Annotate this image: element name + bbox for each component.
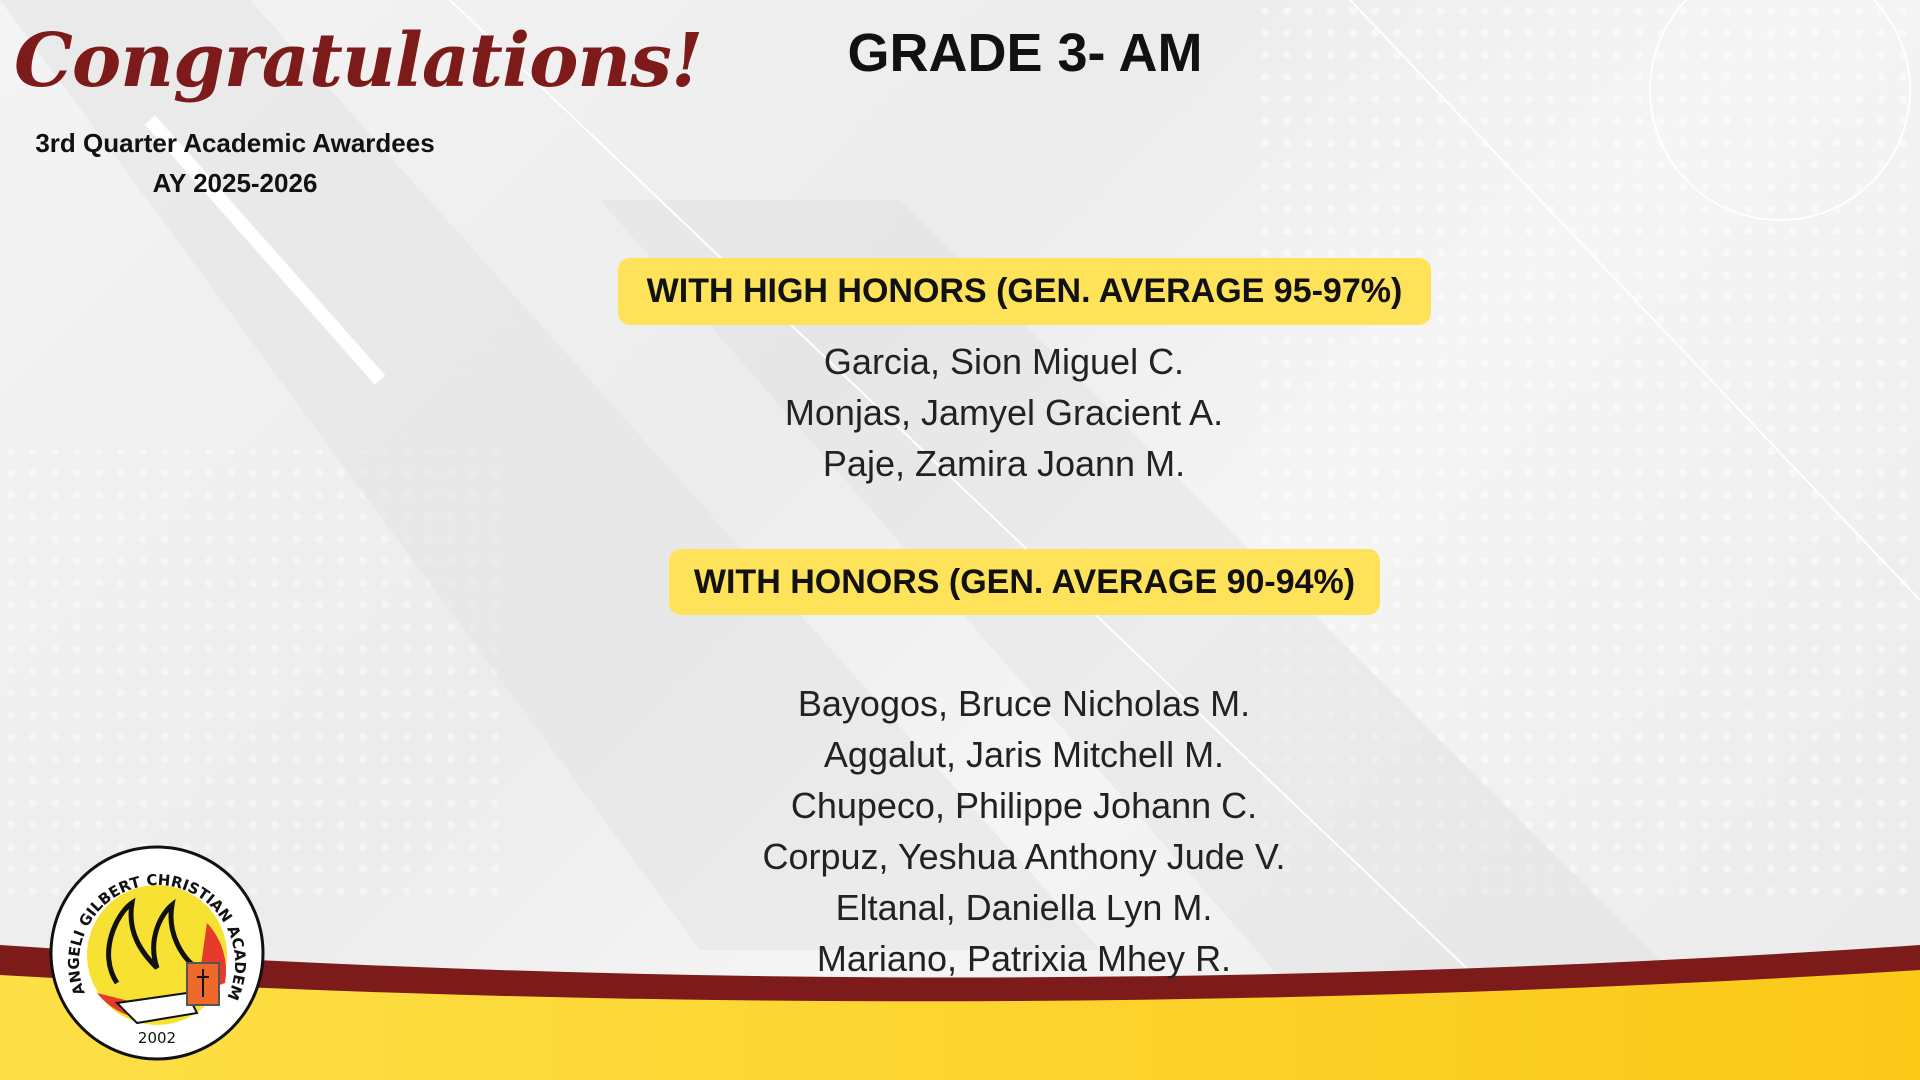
school-logo: ANGELI GILBERT CHRISTIAN ACADEMY 2002: [47, 843, 265, 1061]
grade-title: GRADE 3- AM: [847, 23, 1203, 83]
list-item: Aggalut, Jaris Mitchell M.: [823, 734, 1225, 775]
list-item: Mariano, Patrixia Mhey R.: [816, 938, 1232, 979]
list-item: Paje, Zamira Joann M.: [822, 443, 1186, 484]
logo-year: 2002: [138, 1029, 176, 1047]
list-item: Corpuz, Yeshua Anthony Jude V.: [762, 836, 1286, 877]
list-item: Bayogos, Bruce Nicholas M.: [797, 683, 1251, 724]
honors-list: Bayogos, Bruce Nicholas M. Aggalut, Jari…: [624, 678, 1424, 984]
list-item: Garcia, Sion Miguel C.: [823, 341, 1185, 382]
high-honors-banner: WITH HIGH HONORS (GEN. AVERAGE 95-97%): [618, 258, 1431, 325]
high-honors-list: Garcia, Sion Miguel C. Monjas, Jamyel Gr…: [604, 336, 1404, 489]
congratulations-title: Congratulations!: [14, 18, 703, 104]
list-item: Eltanal, Daniella Lyn M.: [835, 887, 1213, 928]
awardees-subtitle: 3rd Quarter Academic Awardees: [35, 128, 435, 158]
honors-banner: WITH HONORS (GEN. AVERAGE 90-94%): [669, 549, 1380, 615]
academic-year: AY 2025-2026: [152, 168, 318, 198]
list-item: Chupeco, Philippe Johann C.: [790, 785, 1258, 826]
list-item: Monjas, Jamyel Gracient A.: [784, 392, 1224, 433]
